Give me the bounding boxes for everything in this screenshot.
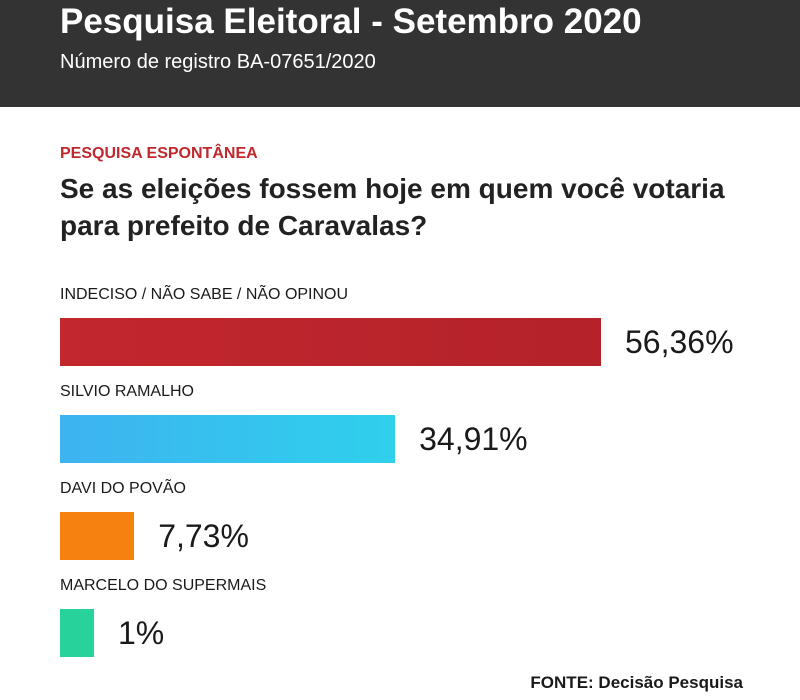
bar <box>60 318 601 366</box>
category-label: SILVIO RAMALHO <box>60 383 194 400</box>
registration-number: Número de registro BA-07651/2020 <box>60 51 376 73</box>
value-label: 1% <box>118 615 165 651</box>
value-label: 7,73% <box>158 518 249 554</box>
survey-question: Se as eleições fossem hoje em quem você … <box>60 173 725 241</box>
bar <box>60 609 94 657</box>
section-label: PESQUISA ESPONTÂNEA <box>60 145 258 162</box>
page-title: Pesquisa Eleitoral - Setembro 2020 <box>60 2 642 41</box>
bar <box>60 415 396 463</box>
source-note: FONTE: Decisão Pesquisa <box>530 673 743 692</box>
value-label: 34,91% <box>419 421 528 457</box>
category-label: DAVI DO POVÃO <box>60 480 186 497</box>
header-banner: Pesquisa Eleitoral - Setembro 2020 Númer… <box>0 0 800 107</box>
category-label: MARCELO DO SUPERMAIS <box>60 577 267 594</box>
bar <box>60 512 135 560</box>
value-label: 56,36% <box>625 324 734 360</box>
category-label: INDECISO / NÃO SABE / NÃO OPINOU <box>60 286 349 303</box>
